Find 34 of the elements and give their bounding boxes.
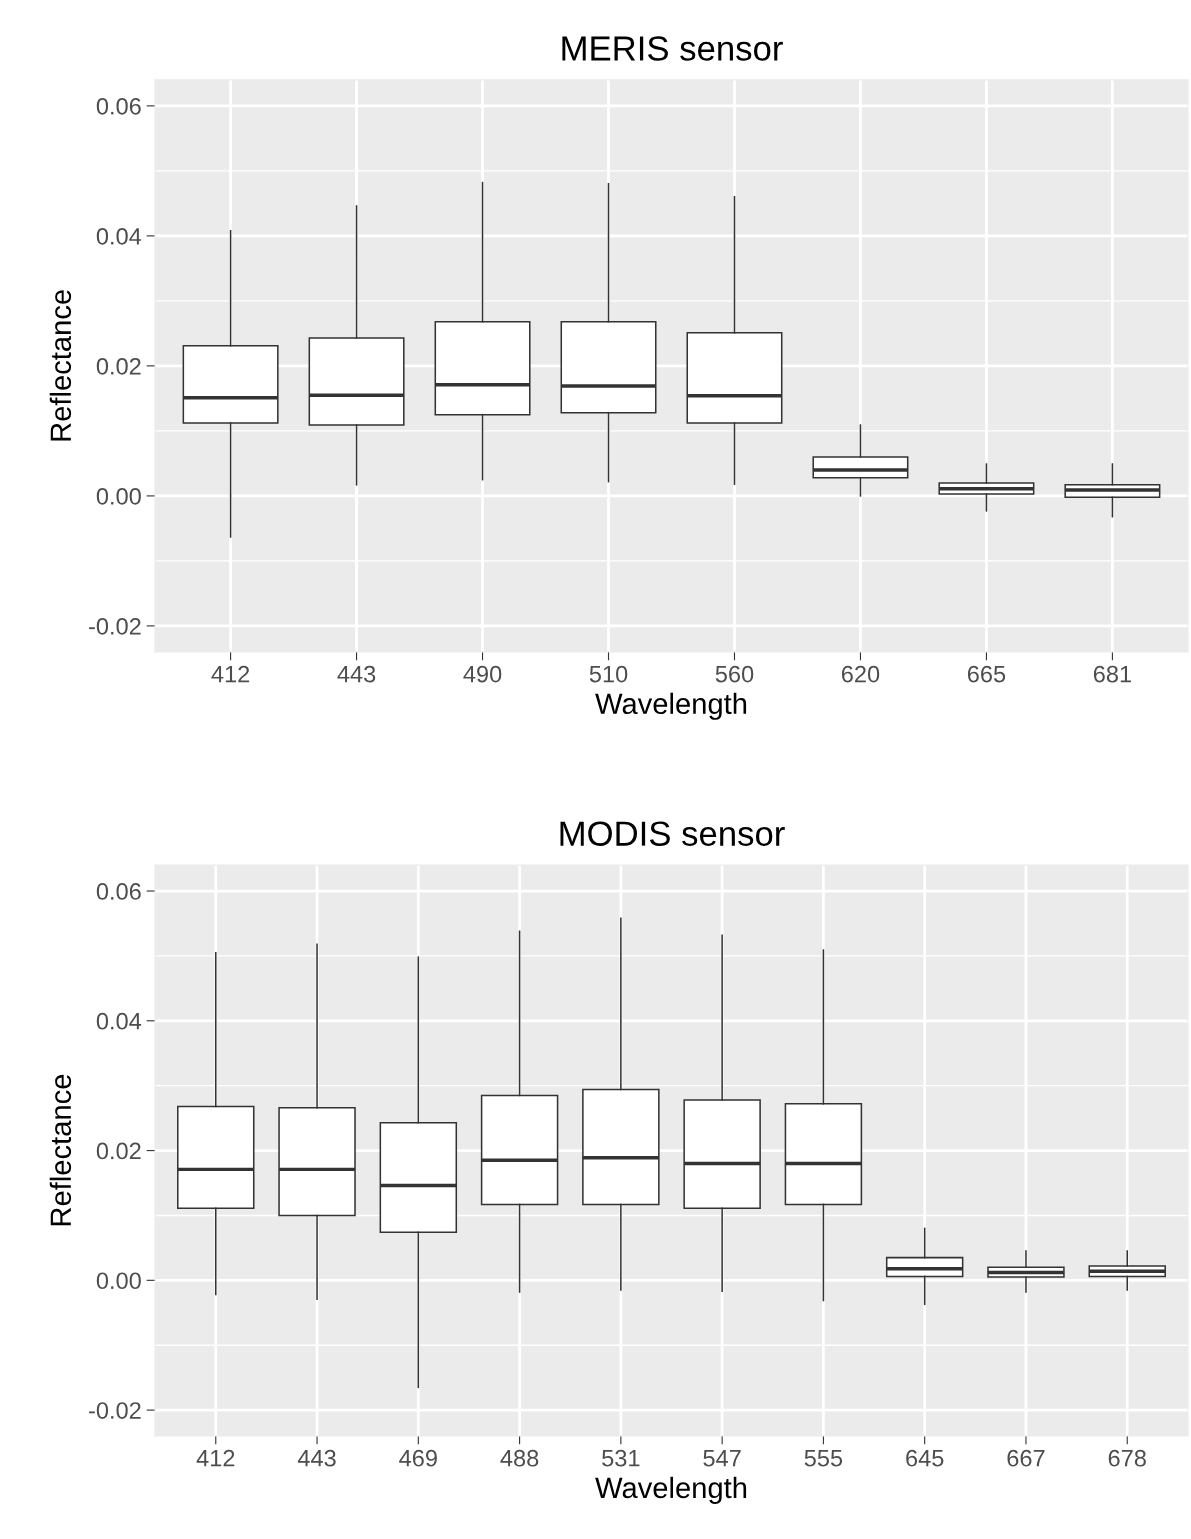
x-tick-label: 678: [1108, 1449, 1146, 1467]
x-tick-label: 488: [500, 1449, 539, 1467]
x-tick-label: 531: [602, 1449, 640, 1467]
x-tick-label: 490: [463, 665, 502, 683]
x-tick-label: 560: [715, 665, 754, 683]
y-tick-label: -0.02: [89, 1402, 141, 1419]
x-tick-label: 665: [967, 665, 1006, 683]
y-axis-title: Reflectance: [49, 290, 72, 441]
x-tick-label: 547: [703, 1450, 741, 1467]
y-tick-label: 0.06: [96, 883, 141, 900]
chart-title: MERIS sensor: [562, 36, 783, 61]
y-tick-label: -0.02: [89, 617, 141, 635]
x-tick-label: 555: [804, 1450, 843, 1467]
x-tick-label: 681: [1093, 665, 1131, 683]
x-axis-title: Wavelength: [595, 692, 747, 720]
y-tick-label: 0.02: [96, 357, 141, 375]
x-axis-title: Wavelength: [595, 1476, 747, 1504]
x-tick-label: 510: [589, 665, 628, 683]
x-tick-label: 412: [211, 665, 250, 683]
x-tick-label: 469: [399, 1449, 437, 1467]
y-tick-label: 0.00: [96, 487, 141, 505]
x-tick-label: 645: [906, 1449, 944, 1467]
y-tick-label: 0.04: [96, 227, 142, 245]
y-tick-label: 0.02: [96, 1142, 141, 1160]
x-tick-label: 667: [1007, 1449, 1045, 1467]
chart-title: MODIS sensor: [560, 821, 785, 846]
y-tick-label: 0.04: [96, 1012, 142, 1030]
y-axis-title: Reflectance: [49, 1074, 72, 1226]
x-tick-label: 443: [297, 1449, 336, 1467]
y-tick-label: 0.06: [96, 97, 141, 115]
x-tick-label: 412: [196, 1449, 235, 1467]
x-tick-label: 443: [337, 665, 376, 683]
y-tick-label: 0.00: [96, 1272, 141, 1290]
x-tick-label: 620: [841, 665, 880, 683]
